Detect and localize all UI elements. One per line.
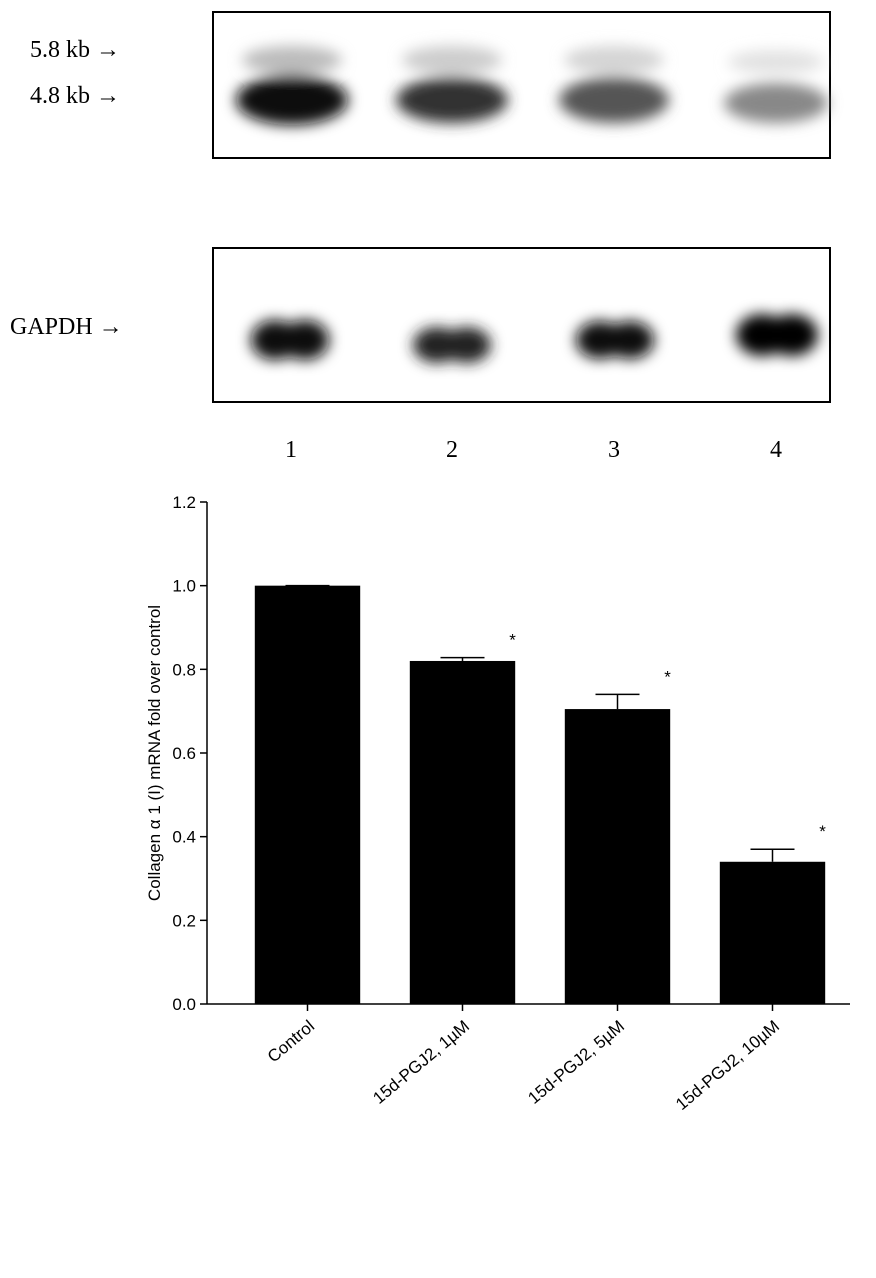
y-tick-label: 0.4 — [172, 828, 196, 847]
y-tick-label: 1.0 — [172, 577, 196, 596]
lane-label: 2 — [446, 437, 458, 463]
band-label: 4.8 kb → — [30, 83, 120, 109]
y-axis-label: Collagen α 1 (I) mRNA fold over control — [145, 605, 164, 901]
bar — [410, 661, 515, 1004]
band-label: GAPDH → — [10, 314, 123, 340]
bar — [720, 862, 825, 1004]
y-tick-label: 1.2 — [172, 493, 196, 512]
lane-label: 1 — [285, 437, 297, 463]
figure: 5.8 kb → 4.8 kb → GAPDH → 1 2 3 4 Collag… — [0, 0, 876, 1278]
significance-mark: * — [509, 631, 516, 650]
bar — [255, 586, 360, 1004]
y-tick-label: 0.8 — [172, 660, 196, 679]
bar — [565, 709, 670, 1004]
x-tick-label: 15d-PGJ2, 1µM — [369, 1017, 473, 1108]
y-tick-label: 0.6 — [172, 744, 196, 763]
significance-mark: * — [664, 667, 671, 686]
significance-mark: * — [819, 822, 826, 841]
y-tick-label: 0.0 — [172, 995, 196, 1014]
y-tick-label: 0.2 — [172, 911, 196, 930]
x-tick-label: 15d-PGJ2, 10µM — [672, 1017, 783, 1114]
lane-label: 3 — [608, 437, 620, 463]
x-tick-label: Control — [264, 1017, 318, 1067]
lane-label: 4 — [770, 437, 782, 463]
band-label: 5.8 kb → — [30, 37, 120, 63]
x-tick-label: 15d-PGJ2, 5µM — [524, 1017, 628, 1108]
